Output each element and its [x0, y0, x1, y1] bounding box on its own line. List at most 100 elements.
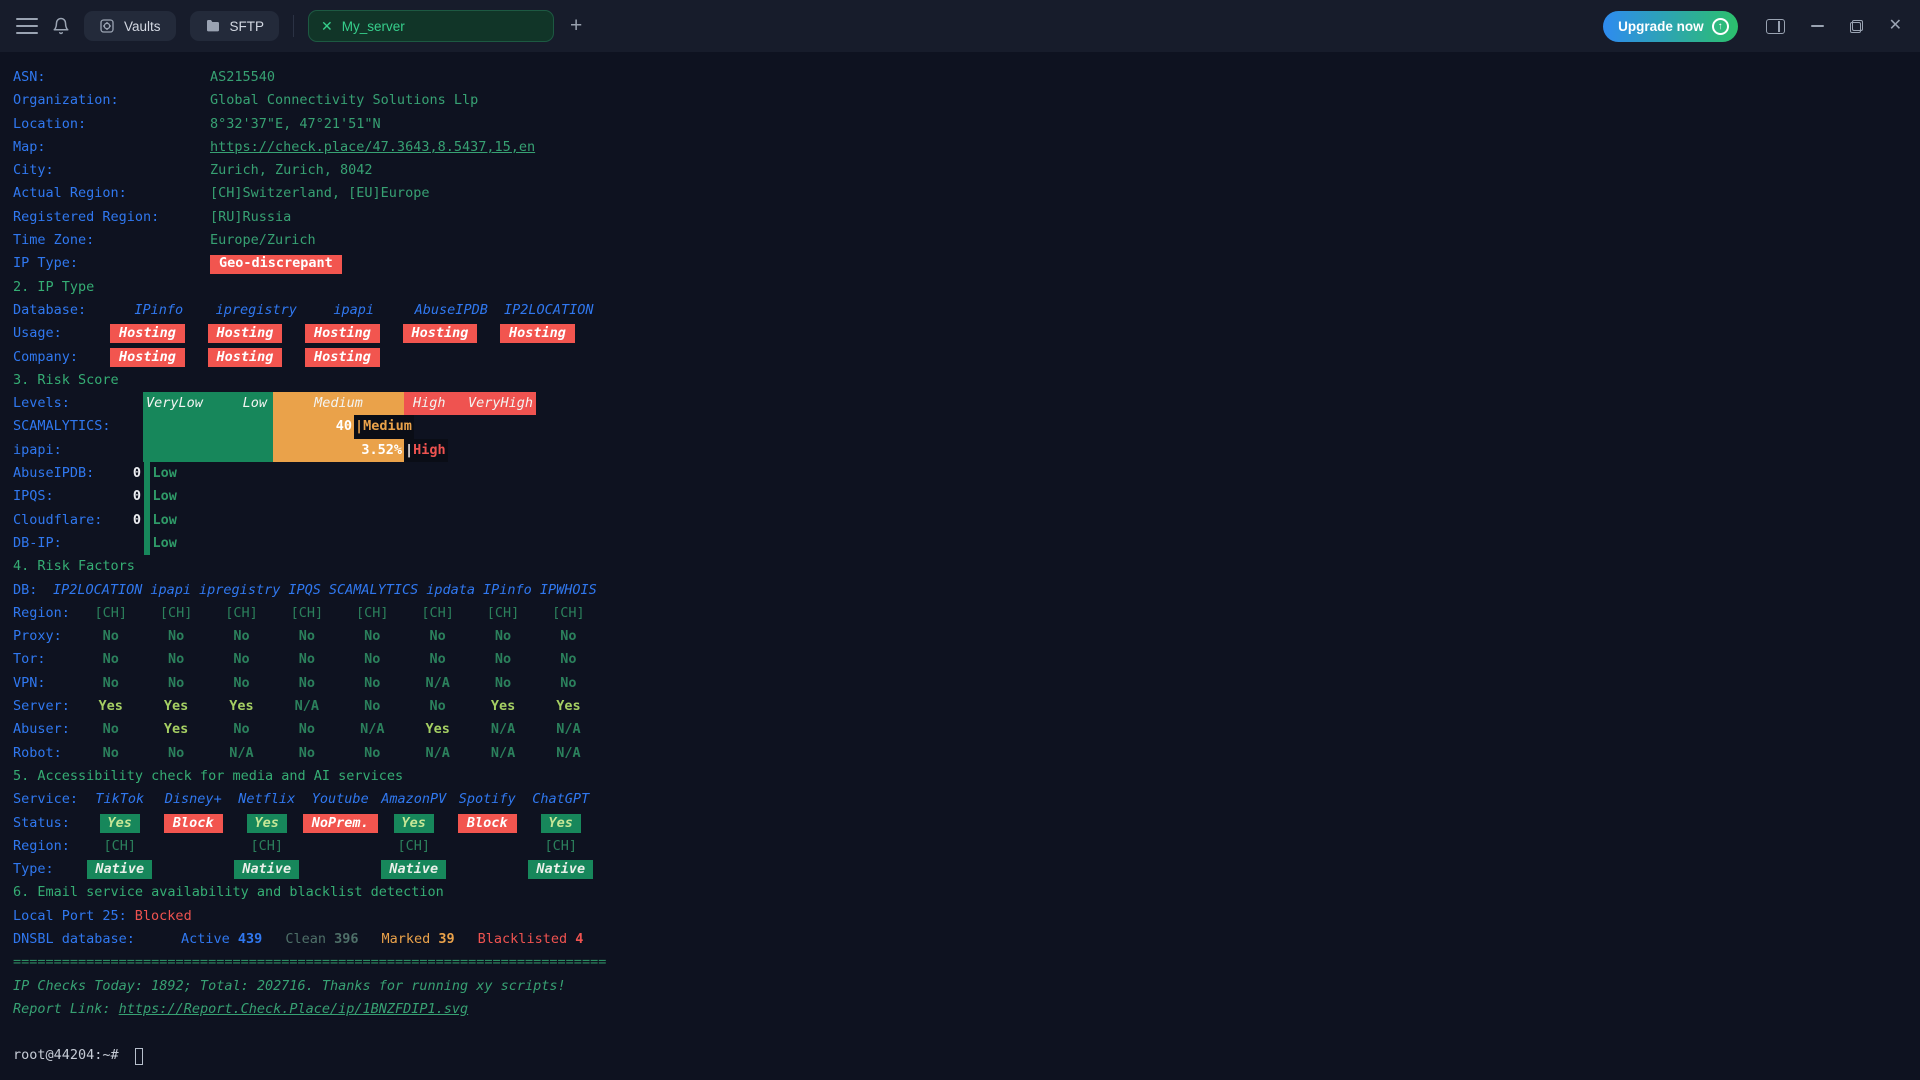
close-window-icon[interactable]: ✕: [1888, 17, 1902, 34]
folder-icon: [205, 18, 221, 34]
row-label: Usage:: [13, 325, 62, 342]
cell: [CH]: [250, 837, 283, 854]
field-value: 8°32'37"E, 47°21'51"N: [210, 115, 381, 132]
row-label: Abuser:: [13, 721, 70, 738]
usage-row: Usage: Hosting Hosting Hosting Hosting Hostin…: [13, 322, 1920, 345]
row-label: Local Port 25:: [13, 907, 127, 924]
factor-row: Tor: No No No No No No No No: [13, 648, 1920, 671]
cell: No: [364, 628, 381, 645]
row-label: ipapi:: [13, 441, 62, 458]
cell: Yes: [490, 698, 516, 715]
cell: No: [233, 721, 250, 738]
cell: [CH]: [552, 604, 585, 621]
dnsbl-marked: Marked 39: [381, 930, 455, 947]
native-badge: Native: [234, 860, 300, 880]
risk-bar-red: High VeryHigh: [404, 392, 536, 416]
risk-level-label: Medium: [363, 418, 412, 435]
risk-levels-row: Levels: VeryLow Low Medium High VeryHigh: [13, 392, 1920, 416]
level-verylow: VeryLow: [146, 395, 203, 412]
cell: No: [364, 744, 381, 761]
field-label: IP Type:: [13, 255, 79, 272]
field-value: Global Connectivity Solutions Llp: [210, 92, 479, 109]
tab-sftp-label: SFTP: [229, 18, 265, 34]
risk-level-label: Low: [152, 488, 177, 505]
cell: Yes: [163, 698, 189, 715]
db-name: IP2LOCATION: [53, 581, 143, 598]
hosting-badge: Hosting: [500, 324, 575, 344]
db-name: IPQS: [288, 581, 321, 598]
section-header: 6. Email service availability and blackl…: [13, 884, 444, 901]
sidebar-panel-toggle-icon[interactable]: [1765, 18, 1785, 34]
cell: Yes: [98, 698, 123, 715]
row-label: Service:: [13, 791, 79, 808]
ip-type-row: IP Type: Geo-discrepant: [13, 252, 1920, 275]
risk-score-value: 3.52%: [361, 441, 402, 458]
info-row: Location: 8°32'37"E, 47°21'51"N: [13, 113, 1920, 136]
db-name: ipdata: [426, 581, 476, 598]
tab-vaults-label: Vaults: [124, 18, 161, 34]
tab-vaults[interactable]: Vaults: [84, 11, 176, 41]
status-row: Status: Yes Block Yes NoPrem. Yes Block Yes: [13, 812, 1920, 835]
cell: N/A: [425, 744, 450, 761]
database-header-row: Database: IPinfo ipregistry ipapi AbuseIPDB I…: [13, 299, 1920, 322]
terminal-output[interactable]: ASN: AS215540 Organization: Global Connect…: [0, 52, 1920, 1068]
cell: No: [167, 744, 185, 761]
tab-my-server[interactable]: ✕ My_server: [308, 10, 555, 42]
port25-status: Blocked: [134, 907, 192, 924]
field-label: City:: [13, 162, 54, 179]
cell: No: [167, 628, 185, 645]
tab-sftp[interactable]: SFTP: [189, 11, 280, 41]
risk-level-label: Low: [152, 511, 177, 528]
ipapi-risk-row: ipapi: 3.52% | High: [13, 438, 1920, 463]
db-name: ipregistry: [215, 301, 297, 318]
cell: No: [298, 744, 315, 761]
score-marker: [144, 531, 150, 556]
score-marker: [144, 485, 150, 509]
dnsbl-blacklisted: Blacklisted 4: [477, 930, 584, 947]
cell: Yes: [425, 721, 450, 738]
row-label: Tor:: [13, 651, 46, 668]
native-badge: Native: [87, 860, 153, 880]
db-name: ipapi: [333, 301, 375, 318]
close-tab-icon[interactable]: ✕: [321, 18, 333, 34]
service-header-row: Service: TikTok Disney+ Netflix Youtube Amazo…: [13, 788, 1920, 811]
row-label: Company:: [13, 348, 79, 365]
field-value: [RU]Russia: [210, 208, 292, 225]
factor-row: Server: Yes Yes Yes N/A No No Yes Yes: [13, 695, 1920, 718]
upgrade-button[interactable]: Upgrade now ↑: [1603, 10, 1738, 42]
cell: No: [560, 628, 577, 645]
menu-icon[interactable]: [16, 18, 38, 34]
restore-window-icon[interactable]: [1849, 19, 1863, 33]
field-value: Zurich, Zurich, 8042: [210, 162, 373, 179]
cell: [CH]: [421, 604, 454, 621]
row-label: Server:: [13, 698, 70, 715]
hosting-badge: Hosting: [305, 347, 380, 367]
cell: N/A: [556, 721, 581, 738]
row-label: VPN:: [13, 674, 46, 691]
info-row: Actual Region: [CH]Switzerland, [EU]Europ…: [13, 182, 1920, 205]
terminal-cursor[interactable]: [134, 1047, 144, 1065]
cell: N/A: [425, 674, 450, 691]
cell: [CH]: [159, 604, 193, 621]
cell: Yes: [163, 721, 189, 738]
level-veryhigh: VeryHigh: [467, 395, 533, 412]
factor-row: Proxy: No No No No No No No No: [13, 625, 1920, 648]
factor-row: VPN: No No No No No N/A No No: [13, 672, 1920, 695]
row-label: Cloudflare:: [13, 511, 103, 528]
new-tab-button[interactable]: +: [570, 14, 583, 37]
upgrade-arrow-icon: ↑: [1711, 17, 1729, 35]
footer-report: Report Link: https://Report.Check.Place/…: [13, 998, 1920, 1021]
notifications-bell-icon[interactable]: [52, 17, 70, 35]
info-row: City: Zurich, Zurich, 8042: [13, 159, 1920, 182]
cell: No: [298, 628, 315, 645]
report-link[interactable]: https://Report.Check.Place/ip/1BNZFDIP1.…: [118, 1000, 469, 1017]
cell: [CH]: [103, 837, 136, 854]
cell: No: [102, 651, 119, 668]
map-link[interactable]: https://check.place/47.3643,8.5437,15,en: [210, 138, 536, 155]
risk-level-label: High: [413, 441, 446, 458]
minimize-window-icon[interactable]: [1810, 25, 1824, 27]
cell: No: [233, 651, 250, 668]
cell: No: [429, 628, 446, 645]
score-row: IPQS: 0 Low: [13, 485, 1920, 509]
field-label: Time Zone:: [13, 232, 95, 249]
